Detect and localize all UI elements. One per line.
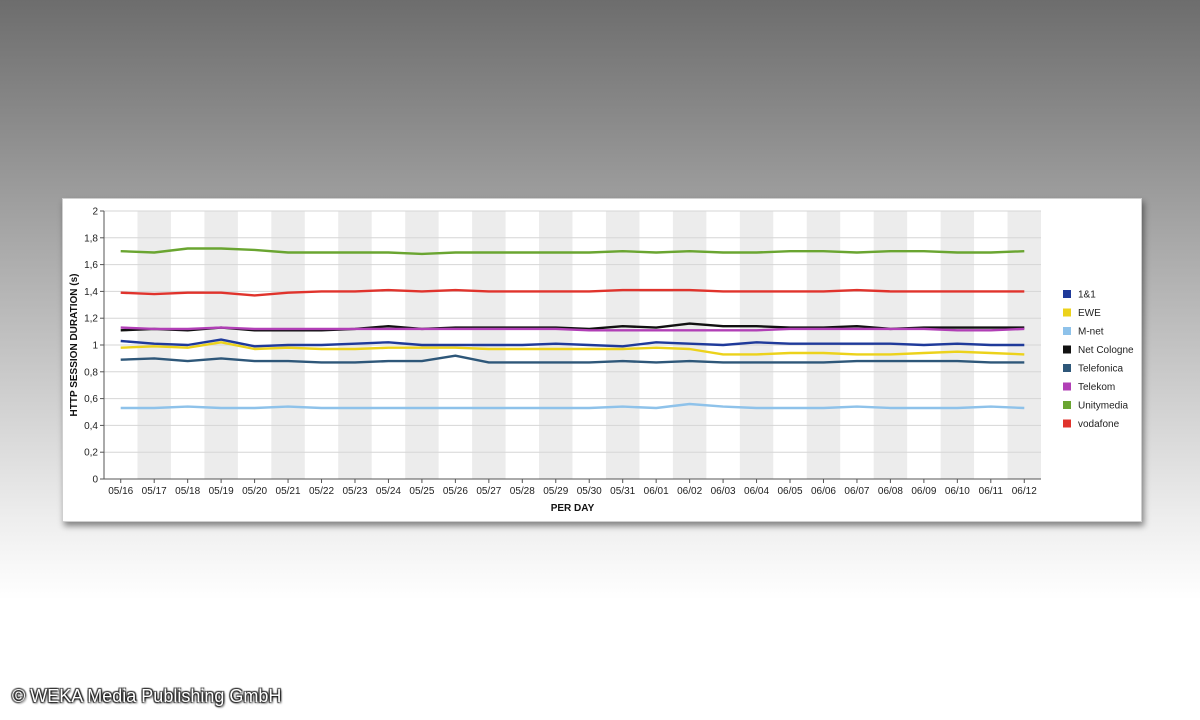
series-line (120, 322, 1025, 332)
chart-card: 0 0,2 0,4 0,6 0,8 1 1,2 1,4 1,6 1,8 2 05/16 05/17 05… (62, 198, 1142, 522)
x-tick-label: 06/03 (711, 486, 736, 497)
y-tick-label: 0,4 (84, 421, 98, 432)
x-tick-label: 05/25 (409, 486, 434, 497)
series-line (120, 402, 1025, 410)
y-tick-label: 0,2 (84, 448, 98, 459)
x-tick-label: 05/16 (108, 486, 133, 497)
legend-swatch (1063, 401, 1071, 409)
legend-swatch (1063, 382, 1071, 391)
x-tick-label: 05/31 (610, 486, 635, 497)
legend-label: Net Cologne (1078, 345, 1134, 356)
legend-swatch (1063, 327, 1071, 335)
x-tick-label: 05/19 (209, 486, 234, 497)
legend-label: 1&1 (1078, 290, 1096, 301)
y-tick-label: 1,6 (84, 260, 98, 271)
x-tick-label: 06/06 (811, 486, 836, 497)
legend-label: Telefonica (1078, 364, 1123, 375)
legend-label: Telekom (1078, 382, 1115, 393)
x-tick-label: 06/08 (878, 486, 903, 497)
y-tick-label: 1,8 (84, 233, 98, 244)
x-tick-label: 06/07 (844, 486, 869, 497)
x-axis-title: PER DAY (551, 503, 595, 514)
x-tick-label: 06/12 (1012, 486, 1037, 497)
series-line (120, 341, 1025, 356)
x-axis: 05/16 05/17 05/18 05/19 05/20 05/21 05/22 05/23… (104, 478, 1041, 497)
x-tick-label: 06/10 (945, 486, 970, 497)
x-tick-label: 05/28 (510, 486, 535, 497)
x-tick-label: 05/23 (342, 486, 367, 497)
x-tick-label: 05/26 (443, 486, 468, 497)
x-tick-label: 06/09 (911, 486, 936, 497)
x-tick-label: 05/27 (476, 486, 501, 497)
x-tick-label: 06/11 (979, 486, 1004, 497)
y-tick-label: 0 (92, 475, 98, 486)
series-line (120, 288, 1025, 297)
x-tick-label: 05/20 (242, 486, 267, 497)
y-tick-label: 0,6 (84, 394, 98, 405)
x-tick-label: 05/29 (543, 486, 568, 497)
legend-label: Unitymedia (1078, 401, 1128, 412)
legend-swatch (1063, 419, 1071, 428)
copyright-notice: © WEKA Media Publishing GmbH (12, 686, 282, 706)
x-tick-label: 06/02 (677, 486, 702, 497)
series-line (120, 247, 1025, 256)
x-tick-label: 06/04 (744, 486, 769, 497)
x-tick-label: 05/24 (376, 486, 401, 497)
y-tick-label: 1,2 (84, 314, 98, 325)
x-tick-label: 05/30 (577, 486, 602, 497)
y-tick-label: 1 (92, 341, 98, 352)
legend-label: EWE (1078, 308, 1101, 319)
x-tick-label: 05/17 (142, 486, 167, 497)
legend-swatch (1063, 290, 1071, 298)
series-line (120, 354, 1025, 364)
series-lines (120, 247, 1025, 410)
y-tick-label: 1,4 (84, 287, 98, 298)
legend-label: vodafone (1078, 419, 1120, 430)
y-tick-label: 2 (92, 207, 98, 218)
y-tick-label: 0,8 (84, 367, 98, 378)
line-chart: 00,20,40,60,811,21,41,61,82 05/16 05/17 05… (69, 207, 1134, 515)
y-axis-title: HTTP SESSION DURATION (s) (69, 274, 80, 417)
x-tick-label: 06/05 (778, 486, 803, 497)
legend-label: M-net (1078, 327, 1104, 338)
legend-swatch (1063, 308, 1071, 317)
legend-swatch (1063, 364, 1071, 372)
x-tick-label: 05/22 (309, 486, 334, 497)
x-tick-label: 05/21 (276, 486, 301, 497)
x-tick-label: 06/01 (644, 486, 669, 497)
legend: 1&1 EWE M-net Net Cologne Telefonica Telekom U… (1063, 290, 1134, 430)
series-line (120, 338, 1025, 348)
y-axis: 0 0,2 0,4 0,6 0,8 1 1,2 1,4 1,6 1,8 2 (84, 207, 105, 486)
x-tick-label: 05/18 (175, 486, 200, 497)
legend-swatch (1063, 345, 1071, 354)
series-line (120, 326, 1025, 332)
